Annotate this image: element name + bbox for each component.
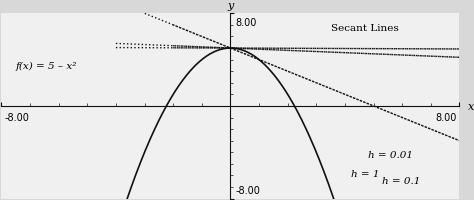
Text: x: x bbox=[468, 101, 474, 111]
Text: h = 0.1: h = 0.1 bbox=[382, 176, 420, 185]
Text: f(x) = 5 – x²: f(x) = 5 – x² bbox=[16, 62, 77, 71]
Text: h = 0.01: h = 0.01 bbox=[368, 150, 413, 159]
Text: 8.00: 8.00 bbox=[236, 18, 257, 28]
Text: 8.00: 8.00 bbox=[435, 112, 456, 122]
Text: Secant Lines: Secant Lines bbox=[331, 23, 398, 32]
Text: -8.00: -8.00 bbox=[4, 112, 29, 122]
Text: -8.00: -8.00 bbox=[236, 185, 260, 195]
Text: h = 1: h = 1 bbox=[351, 169, 379, 178]
Text: y: y bbox=[228, 1, 234, 11]
